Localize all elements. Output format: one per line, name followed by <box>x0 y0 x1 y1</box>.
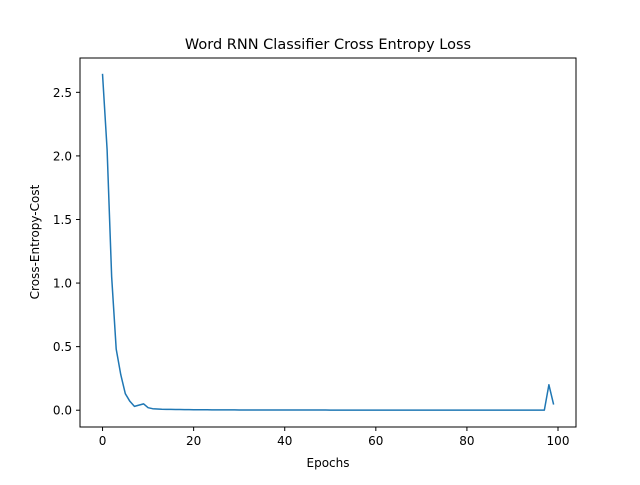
y-tick-label: 1.5 <box>53 213 72 227</box>
x-tick-label: 0 <box>99 434 107 448</box>
y-tick-label: 0.5 <box>53 340 72 354</box>
ticks-layer: 0 20 40 60 80 100 0.0 0.5 1.0 1.5 2.0 2.5 <box>53 86 570 448</box>
y-tick-label: 2.5 <box>53 86 72 100</box>
x-axis-label: Epochs <box>307 456 350 470</box>
x-tick-label: 100 <box>547 434 570 448</box>
loss-series-line <box>101 73 555 411</box>
x-tick-label: 60 <box>368 434 383 448</box>
y-axis-label: Cross-Entropy-Cost <box>28 184 42 299</box>
y-tick-label: 2.0 <box>53 149 72 163</box>
plot-frame <box>79 57 577 428</box>
y-tick-label: 1.0 <box>53 277 72 291</box>
y-tick-label: 0.0 <box>53 404 72 418</box>
chart-title: Word RNN Classifier Cross Entropy Loss <box>185 37 471 53</box>
x-tick-label: 80 <box>459 434 474 448</box>
plot-area <box>80 58 576 427</box>
series-layer <box>101 73 555 411</box>
x-tick-label: 40 <box>277 434 292 448</box>
x-tick-label: 20 <box>186 434 201 448</box>
